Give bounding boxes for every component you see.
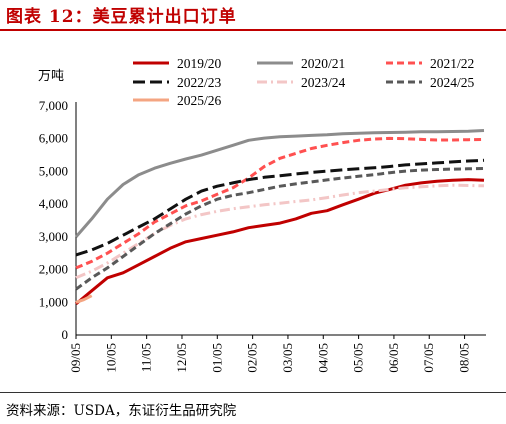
legend-label: 2019/20: [177, 56, 222, 71]
footer-rule: [0, 392, 506, 393]
x-tick-label: 08/05: [457, 343, 472, 373]
legend-label: 2025/26: [177, 93, 222, 108]
x-axis: 09/05 10/05 11/05 12/05 01/05 02/05 03/05 04/05…: [68, 334, 486, 373]
legend-label: 2024/25: [430, 75, 475, 90]
y-tick-label: 2,000: [39, 262, 68, 277]
y-tick-label: 1,000: [39, 294, 68, 309]
title-rule: [0, 29, 506, 31]
legend-label: 2022/23: [177, 75, 222, 90]
series-line-2021-22: [75, 136, 485, 270]
y-tick-label: 3,000: [39, 229, 68, 244]
legend-label: 2021/22: [430, 56, 474, 71]
series-lines: [74, 129, 485, 306]
y-tick-label: 5,000: [39, 163, 68, 178]
x-tick-label: 03/05: [280, 343, 295, 373]
y-tick-label: 0: [62, 327, 69, 342]
y-axis-unit-label: 万吨: [38, 68, 64, 83]
series-line-2025-26: [75, 294, 93, 304]
legend: 2019/20 2020/21 2021/22 2022/23 2023/24 2024/…: [133, 56, 475, 108]
y-axis: 7,000 6,000 5,000 4,000 3,000 2,000 1,000 0: [39, 98, 77, 342]
x-tick-label: 01/05: [209, 343, 224, 373]
x-tick-label: 05/05: [351, 343, 366, 373]
y-tick-label: 7,000: [39, 98, 68, 113]
x-tick-label: 02/05: [245, 343, 260, 373]
series-line-2020-21: [74, 129, 485, 238]
series-line-2023-24: [75, 183, 485, 280]
legend-label: 2020/21: [301, 56, 345, 71]
series-line-2019-20: [75, 178, 485, 306]
x-tick-label: 04/05: [315, 343, 330, 373]
legend-label: 2023/24: [301, 75, 346, 90]
x-tick-label: 07/05: [421, 343, 436, 373]
figure-title: 图表 12：美豆累计出口订单: [6, 7, 237, 27]
y-tick-label: 6,000: [39, 131, 68, 146]
series-line-2022-23: [75, 158, 485, 257]
series-line-2024-25: [75, 167, 485, 291]
x-tick-label: 06/05: [386, 343, 401, 373]
x-tick-label: 11/05: [139, 343, 154, 372]
source-note: 资料来源：USDA，东证衍生品研究院: [6, 403, 237, 419]
x-tick-label: 09/05: [68, 343, 83, 373]
x-tick-label: 10/05: [103, 343, 118, 373]
y-tick-label: 4,000: [39, 196, 68, 211]
x-tick-label: 12/05: [174, 343, 189, 373]
